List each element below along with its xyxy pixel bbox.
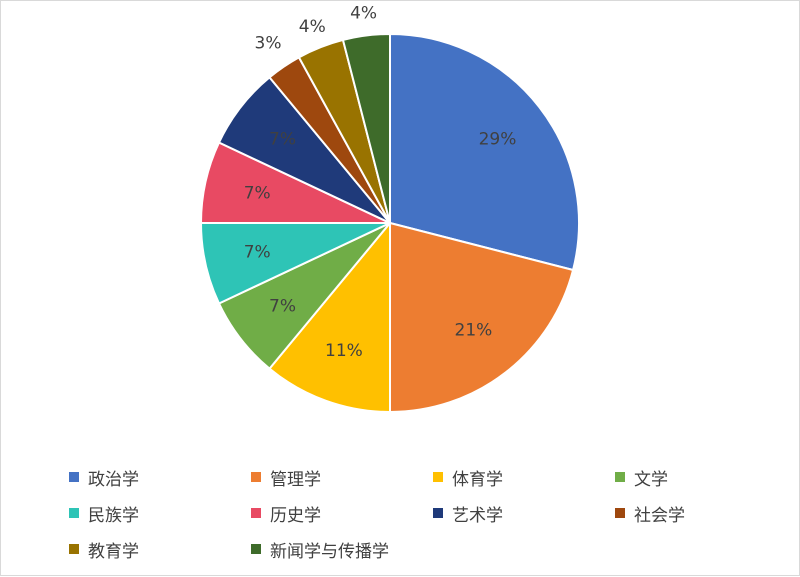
- legend-label: 新闻学与传播学: [270, 541, 389, 562]
- legend-item: 政治学: [69, 459, 251, 495]
- slice-data-label: 21%: [455, 321, 493, 341]
- legend-item: 体育学: [433, 459, 615, 495]
- legend-label: 社会学: [634, 505, 685, 526]
- pie-slice: [389, 221, 575, 414]
- slice-data-label: 7%: [244, 183, 271, 203]
- slice-data-label: 4%: [350, 4, 377, 24]
- legend-swatch: [615, 472, 625, 482]
- legend-item: 新闻学与传播学: [251, 531, 433, 567]
- legend-swatch: [69, 472, 79, 482]
- legend-swatch: [69, 544, 79, 554]
- legend-item: 历史学: [251, 495, 433, 531]
- legend-swatch: [251, 472, 261, 482]
- legend-label: 文学: [634, 469, 668, 490]
- legend-swatch: [251, 508, 261, 518]
- legend-swatch: [433, 508, 443, 518]
- legend-item: 民族学: [69, 495, 251, 531]
- legend-item: 教育学: [69, 531, 251, 567]
- pie-slice: [389, 32, 580, 272]
- pie-data-labels: 29% 21% 11% 7% 7% 7% 7% 3% 4% 4%: [244, 4, 517, 361]
- legend-swatch: [251, 544, 261, 554]
- legend-swatch: [69, 508, 79, 518]
- slice-data-label: 3%: [255, 34, 282, 54]
- legend-label: 民族学: [88, 505, 139, 526]
- legend-swatch: [433, 472, 443, 482]
- legend: 政治学 管理学 体育学 文学民族学 历史学 艺术学 社会学教育学 新闻学与传播学: [69, 459, 765, 567]
- legend-label: 艺术学: [452, 505, 503, 526]
- pie-slice: [268, 220, 391, 414]
- legend-label: 历史学: [270, 505, 321, 526]
- legend-item: 管理学: [251, 459, 433, 495]
- pie-slices: [199, 32, 580, 414]
- legend-label: 体育学: [452, 469, 503, 490]
- legend-item: 社会学: [615, 495, 765, 531]
- slice-data-label: 11%: [325, 341, 363, 361]
- legend-item: 文学: [615, 459, 765, 495]
- slice-data-label: 7%: [244, 243, 271, 263]
- slice-data-label: 7%: [269, 296, 296, 316]
- slice-data-label: 7%: [269, 130, 296, 150]
- legend-label: 管理学: [270, 469, 321, 490]
- legend-item: 艺术学: [433, 495, 615, 531]
- legend-swatch: [615, 508, 625, 518]
- slice-data-label: 29%: [479, 130, 517, 150]
- legend-label: 教育学: [88, 541, 139, 562]
- legend-label: 政治学: [88, 469, 139, 490]
- pie-slice: [341, 32, 391, 224]
- slice-data-label: 4%: [299, 17, 326, 37]
